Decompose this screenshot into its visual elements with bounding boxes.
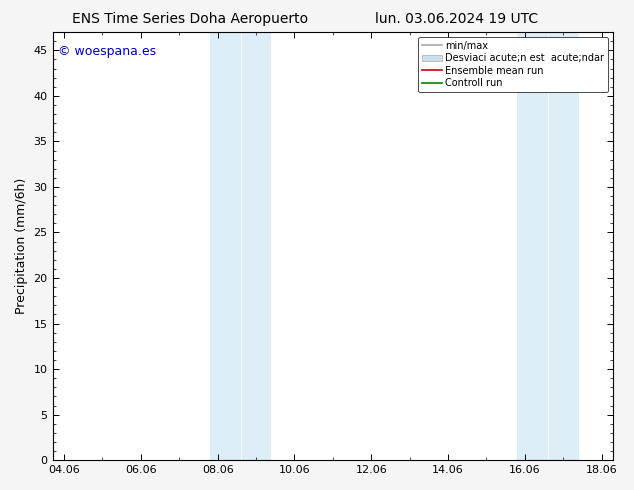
Bar	[517, 32, 548, 460]
Legend: min/max, Desviaci acute;n est  acute;ndar, Ensemble mean run, Controll run: min/max, Desviaci acute;n est acute;ndar…	[418, 37, 609, 92]
Y-axis label: Precipitation (mm/6h): Precipitation (mm/6h)	[15, 178, 28, 314]
Bar	[241, 32, 271, 460]
Bar	[548, 32, 579, 460]
Text: lun. 03.06.2024 19 UTC: lun. 03.06.2024 19 UTC	[375, 12, 538, 26]
Bar	[210, 32, 241, 460]
Text: © woespana.es: © woespana.es	[58, 45, 156, 58]
Text: ENS Time Series Doha Aeropuerto: ENS Time Series Doha Aeropuerto	[72, 12, 308, 26]
